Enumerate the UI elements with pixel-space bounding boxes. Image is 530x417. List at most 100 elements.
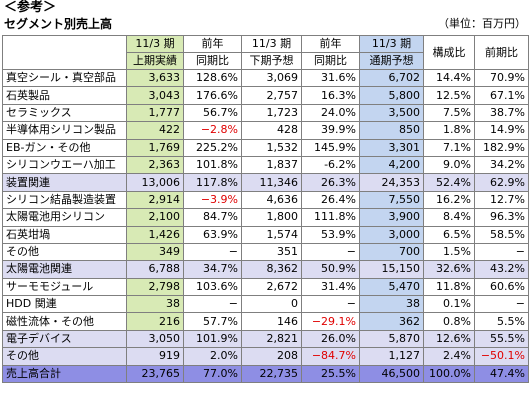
value-cell: 12.6% bbox=[423, 329, 475, 349]
value-cell: 31.4% bbox=[301, 277, 360, 297]
value-cell: 84.7% bbox=[183, 208, 242, 227]
value-cell: 13,006 bbox=[126, 173, 184, 192]
table-body: 真空シール・真空部品 3,633 128.6% 3,069 31.6% 6,702 14.4… bbox=[2, 68, 529, 384]
value-cell: 12.7% bbox=[474, 190, 529, 210]
segment-name: シリコン結晶製造装置 bbox=[2, 190, 127, 210]
table-row: HDD 関連 38−0−38 0.1% − bbox=[2, 295, 529, 314]
value-cell: 117.8% bbox=[183, 173, 242, 192]
segment-name: 真空シール・真空部品 bbox=[2, 68, 127, 88]
value-cell: 0.8% bbox=[423, 312, 475, 331]
value-cell: 14.4% bbox=[423, 68, 475, 88]
value-cell: −84.7% bbox=[301, 347, 360, 366]
value-cell: 16.3% bbox=[301, 86, 360, 105]
value-cell: 11.8% bbox=[423, 277, 475, 297]
value-cell: 422 bbox=[126, 121, 184, 140]
value-cell: 11,346 bbox=[241, 173, 302, 192]
segment-name: 太陽電池関連 bbox=[2, 260, 127, 279]
value-cell: 58.5% bbox=[474, 225, 529, 244]
table-row: シリコン結晶製造装置 2,914 −3.9% 4,636 26.4% 7,550 16.2%… bbox=[2, 190, 529, 210]
header-col-1-line1: 11/3 期 bbox=[126, 35, 184, 53]
header-col-7: 前期比 bbox=[474, 35, 529, 70]
value-cell: 176.6% bbox=[183, 86, 242, 105]
value-cell: 56.7% bbox=[183, 103, 242, 123]
value-cell: 3,301 bbox=[359, 138, 424, 157]
segment-name: HDD 関連 bbox=[2, 295, 127, 314]
value-cell: 2,363 bbox=[126, 155, 184, 175]
value-cell: 8.4% bbox=[423, 208, 475, 227]
header-col-1-line2: 上期実績 bbox=[126, 52, 184, 70]
segment-name: 売上高合計 bbox=[2, 364, 127, 384]
value-cell: 145.9% bbox=[301, 138, 360, 157]
header-segment bbox=[2, 35, 127, 70]
table-row: 石英製品 3,043 176.6% 2,757 16.3% 5,800 12.5% 67.1% bbox=[2, 86, 529, 105]
value-cell: 1.8% bbox=[423, 121, 475, 140]
table-row: シリコンウエーハ加工 2,363 101.8% 1,837 -6.2% 4,200 9.0%… bbox=[2, 155, 529, 175]
value-cell: 5,800 bbox=[359, 86, 424, 105]
value-cell: 24.0% bbox=[301, 103, 360, 123]
value-cell: -6.2% bbox=[301, 155, 360, 175]
value-cell: 1,800 bbox=[241, 208, 302, 227]
header-row-1: 11/3 期 前年 11/3 期 前年 11/3 期 構成比 前期比 bbox=[2, 35, 529, 70]
segment-sales-table: 11/3 期 前年 11/3 期 前年 11/3 期 構成比 前期比 上期実績 … bbox=[2, 35, 529, 384]
header-col-5-line2: 通期予想 bbox=[359, 52, 424, 70]
value-cell: 67.1% bbox=[474, 86, 529, 105]
header-col-6: 構成比 bbox=[423, 35, 475, 70]
value-cell: 208 bbox=[241, 347, 302, 366]
value-cell: 128.6% bbox=[183, 68, 242, 88]
value-cell: 146 bbox=[241, 312, 302, 331]
value-cell: 38 bbox=[359, 295, 424, 314]
subtotal-row: 装置関連 13,006 117.8% 11,346 26.3% 24,353 52.4% 62… bbox=[2, 173, 529, 192]
total-row: 売上高合計 23,765 77.0% 22,735 25.5% 46,500 100.0% 4… bbox=[2, 364, 529, 384]
value-cell: −29.1% bbox=[301, 312, 360, 331]
value-cell: 100.0% bbox=[423, 364, 475, 384]
value-cell: 103.6% bbox=[183, 277, 242, 297]
value-cell: 182.9% bbox=[474, 138, 529, 157]
value-cell: 0.1% bbox=[423, 295, 475, 314]
table-row: 磁性流体・その他 216 57.7% 146 −29.1% 362 0.8% 5.5% bbox=[2, 312, 529, 331]
value-cell: 111.8% bbox=[301, 208, 360, 227]
value-cell: 23,765 bbox=[126, 364, 184, 384]
value-cell: 70.9% bbox=[474, 68, 529, 88]
segment-name: 石英坩堝 bbox=[2, 225, 127, 244]
segment-name: 装置関連 bbox=[2, 173, 127, 192]
value-cell: 216 bbox=[126, 312, 184, 331]
value-cell: − bbox=[183, 242, 242, 262]
value-cell: − bbox=[301, 242, 360, 262]
value-cell: 3,069 bbox=[241, 68, 302, 88]
segment-name: シリコンウエーハ加工 bbox=[2, 155, 127, 175]
value-cell: 38.7% bbox=[474, 103, 529, 123]
value-cell: 5,870 bbox=[359, 329, 424, 349]
value-cell: 25.5% bbox=[301, 364, 360, 384]
value-cell: 225.2% bbox=[183, 138, 242, 157]
table-row: 真空シール・真空部品 3,633 128.6% 3,069 31.6% 6,702 14.4… bbox=[2, 68, 529, 88]
value-cell: 34.2% bbox=[474, 155, 529, 175]
header-col-5-line1: 11/3 期 bbox=[359, 35, 424, 53]
value-cell: 6.5% bbox=[423, 225, 475, 244]
page-heading: ＜参考＞ bbox=[4, 0, 57, 15]
subtotal-row: 電子デバイス 3,050 101.9% 2,821 26.0% 5,870 12.6% 55.… bbox=[2, 329, 529, 349]
value-cell: 47.4% bbox=[474, 364, 529, 384]
value-cell: 351 bbox=[241, 242, 302, 262]
value-cell: 700 bbox=[359, 242, 424, 262]
value-cell: 12.5% bbox=[423, 86, 475, 105]
value-cell: 2.0% bbox=[183, 347, 242, 366]
value-cell: 55.5% bbox=[474, 329, 529, 349]
header-col-4-line2: 同期比 bbox=[301, 52, 360, 70]
value-cell: 2,798 bbox=[126, 277, 184, 297]
value-cell: 1,777 bbox=[126, 103, 184, 123]
segment-name: その他 bbox=[2, 242, 127, 262]
value-cell: 101.8% bbox=[183, 155, 242, 175]
value-cell: −2.8% bbox=[183, 121, 242, 140]
value-cell: 6,788 bbox=[126, 260, 184, 279]
value-cell: 3,050 bbox=[126, 329, 184, 349]
unit-note: （単位：百万円） bbox=[438, 17, 526, 30]
segment-name: その他 bbox=[2, 347, 127, 366]
value-cell: 0 bbox=[241, 295, 302, 314]
table-row: 太陽電池用シリコン 2,100 84.7% 1,800 111.8% 3,900 8.4% 9… bbox=[2, 208, 529, 227]
value-cell: 9.0% bbox=[423, 155, 475, 175]
value-cell: 39.9% bbox=[301, 121, 360, 140]
value-cell: − bbox=[301, 295, 360, 314]
header-col-4-line1: 前年 bbox=[301, 35, 360, 53]
value-cell: 850 bbox=[359, 121, 424, 140]
value-cell: 2,757 bbox=[241, 86, 302, 105]
